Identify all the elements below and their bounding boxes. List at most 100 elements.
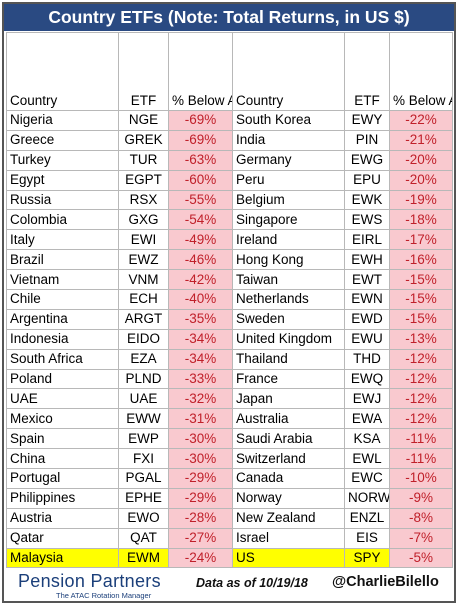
- table-row: Nigeria NGE -69% South Korea EWY -22%: [6, 110, 453, 131]
- pct-below-high-cell: -27%: [168, 527, 233, 549]
- country-cell: France: [232, 368, 345, 390]
- country-cell: Indonesia: [6, 328, 119, 350]
- pct-below-high-cell: -42%: [168, 269, 233, 291]
- pct-below-high-cell: -30%: [168, 428, 233, 450]
- country-cell: Germany: [232, 149, 345, 171]
- country-cell: Mexico: [6, 408, 119, 430]
- country-cell: Russia: [6, 189, 119, 211]
- country-cell: Australia: [232, 408, 345, 430]
- pct-below-high-cell: -24%: [168, 547, 233, 569]
- country-cell: Ireland: [232, 229, 345, 251]
- country-cell: Portugal: [6, 468, 119, 489]
- etf-cell: EWA: [344, 408, 390, 430]
- etf-cell: UAE: [118, 388, 169, 410]
- country-cell: Nigeria: [6, 110, 119, 131]
- country-cell: Argentina: [6, 308, 119, 330]
- etf-cell: PLND: [118, 368, 169, 390]
- header-pct-left: % Below All-Time High Close: [168, 32, 233, 111]
- pct-below-high-cell: -12%: [389, 388, 453, 410]
- pct-below-high-cell: -16%: [389, 249, 453, 271]
- pct-below-high-cell: -21%: [389, 129, 453, 151]
- table-row: Chile ECH -40% Netherlands EWN -15%: [6, 289, 453, 310]
- table-row: Mexico EWW -31% Australia EWA -12%: [6, 408, 453, 430]
- country-cell: Italy: [6, 229, 119, 251]
- etf-cell: EWZ: [118, 249, 169, 271]
- country-cell: Switzerland: [232, 448, 345, 470]
- table-row: Vietnam VNM -42% Taiwan EWT -15%: [6, 269, 453, 291]
- country-cell: Malaysia: [6, 547, 119, 569]
- pct-below-high-cell: -15%: [389, 269, 453, 291]
- country-cell: Japan: [232, 388, 345, 410]
- country-cell: Chile: [6, 289, 119, 310]
- etf-cell: EIS: [344, 527, 390, 549]
- table-row: UAE UAE -32% Japan EWJ -12%: [6, 388, 453, 410]
- etf-cell: VNM: [118, 269, 169, 291]
- etf-cell: EPHE: [118, 487, 169, 509]
- table-row: Spain EWP -30% Saudi Arabia KSA -11%: [6, 428, 453, 450]
- table-row: Argentina ARGT -35% Sweden EWD -15%: [6, 308, 453, 330]
- pct-below-high-cell: -22%: [389, 110, 453, 131]
- country-etf-table: Country ETF % Below All-Time High Close …: [6, 32, 453, 569]
- etf-cell: NGE: [118, 110, 169, 131]
- etf-cell: GREK: [118, 129, 169, 151]
- etf-cell: EWT: [344, 269, 390, 291]
- etf-cell: EZA: [118, 348, 169, 370]
- pct-below-high-cell: -29%: [168, 468, 233, 489]
- country-cell: South Korea: [232, 110, 345, 131]
- etf-cell: EWD: [344, 308, 390, 330]
- pension-partners-logo: Pension Partners: [18, 571, 161, 591]
- etf-cell: GXG: [118, 209, 169, 231]
- etf-cell: EWP: [118, 428, 169, 450]
- table-row: Brazil EWZ -46% Hong Kong EWH -16%: [6, 249, 453, 271]
- country-cell: Greece: [6, 129, 119, 151]
- etf-cell: EWM: [118, 547, 169, 569]
- pct-below-high-cell: -19%: [389, 189, 453, 211]
- etf-cell: TUR: [118, 149, 169, 171]
- table-row: South Africa EZA -34% Thailand THD -12%: [6, 348, 453, 370]
- country-cell: Philippines: [6, 487, 119, 509]
- country-cell: UAE: [6, 388, 119, 410]
- etf-cell: EWG: [344, 149, 390, 171]
- pct-below-high-cell: -20%: [389, 169, 453, 191]
- etf-cell: EWJ: [344, 388, 390, 410]
- country-cell: Spain: [6, 428, 119, 450]
- country-cell: Norway: [232, 487, 345, 509]
- table-row: Poland PLND -33% France EWQ -12%: [6, 368, 453, 390]
- pct-below-high-cell: -29%: [168, 487, 233, 509]
- etf-cell: EGPT: [118, 169, 169, 191]
- pct-below-high-cell: -13%: [389, 328, 453, 350]
- country-cell: Hong Kong: [232, 249, 345, 271]
- country-cell: Canada: [232, 468, 345, 489]
- etf-cell: NORW: [344, 487, 390, 509]
- country-cell: Belgium: [232, 189, 345, 211]
- country-cell: South Africa: [6, 348, 119, 370]
- etf-cell: PGAL: [118, 468, 169, 489]
- pct-below-high-cell: -7%: [389, 527, 453, 549]
- footer: Pension Partners The ATAC Rotation Manag…: [4, 569, 454, 601]
- pct-below-high-cell: -31%: [168, 408, 233, 430]
- etf-cell: EWN: [344, 289, 390, 310]
- etf-cell: EWC: [344, 468, 390, 489]
- etf-cell: EWW: [118, 408, 169, 430]
- header-etf-right: ETF: [344, 32, 390, 111]
- country-cell: Peru: [232, 169, 345, 191]
- table-row: Turkey TUR -63% Germany EWG -20%: [6, 149, 453, 171]
- pct-below-high-cell: -35%: [168, 308, 233, 330]
- country-cell: United Kingdom: [232, 328, 345, 350]
- pct-below-high-cell: -60%: [168, 169, 233, 191]
- pct-below-high-cell: -12%: [389, 368, 453, 390]
- pct-below-high-cell: -17%: [389, 229, 453, 251]
- table-row: Qatar QAT -27% Israel EIS -7%: [6, 527, 453, 549]
- author-handle: @CharlieBilello: [332, 574, 439, 590]
- pct-below-high-cell: -63%: [168, 149, 233, 171]
- pct-below-high-cell: -49%: [168, 229, 233, 251]
- table-row: Portugal PGAL -29% Canada EWC -10%: [6, 468, 453, 489]
- header-pct-right: % Below All-Time High Close: [389, 32, 453, 111]
- header-etf-left: ETF: [118, 32, 169, 111]
- table-row: China FXI -30% Switzerland EWL -11%: [6, 448, 453, 470]
- etf-cell: ENZL: [344, 507, 390, 529]
- table-row: Malaysia EWM -24% US SPY -5%: [6, 547, 453, 569]
- country-cell: Colombia: [6, 209, 119, 231]
- etf-cell: FXI: [118, 448, 169, 470]
- pct-below-high-cell: -8%: [389, 507, 453, 529]
